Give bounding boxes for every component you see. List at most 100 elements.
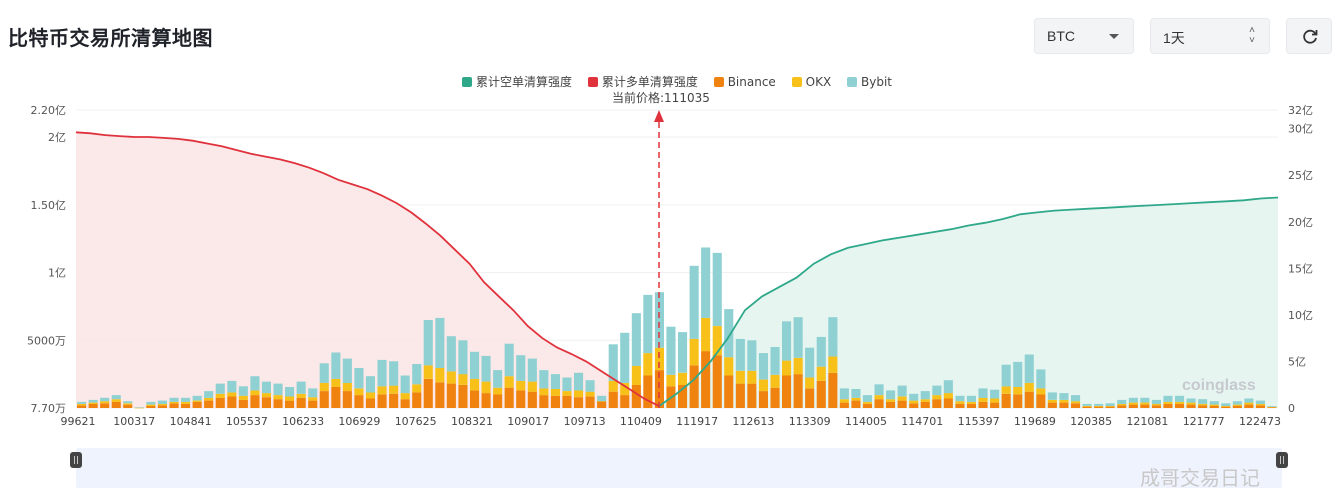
x-axis-tick: 115397 xyxy=(958,415,1000,428)
bar-bybit xyxy=(285,387,295,397)
bar-bybit xyxy=(458,340,468,375)
left-axis-tick: 1.50亿 xyxy=(31,199,67,212)
bar-okx xyxy=(365,392,375,399)
bar-binance xyxy=(724,375,734,408)
bar-binance xyxy=(550,395,560,408)
bar-bybit xyxy=(955,395,965,402)
legend-item[interactable]: 累计空单清算强度 xyxy=(462,73,572,90)
bar-bybit xyxy=(932,385,942,396)
legend-item[interactable]: 累计多单清算强度 xyxy=(587,73,698,90)
bar-bybit xyxy=(654,292,664,348)
bar-bybit xyxy=(250,376,260,391)
bar-okx xyxy=(1267,406,1277,408)
bar-okx xyxy=(446,371,456,384)
bar-okx xyxy=(481,381,491,394)
bar-bybit xyxy=(550,374,560,389)
bar-bybit xyxy=(1175,395,1185,402)
slider-left-handle[interactable]: || xyxy=(70,452,82,468)
bar-bybit xyxy=(88,399,98,403)
legend-label: 累计多单清算强度 xyxy=(601,75,698,89)
bar-bybit xyxy=(1140,397,1150,403)
bar-binance xyxy=(758,391,768,408)
bar-okx xyxy=(331,378,341,387)
left-axis-tick: 2亿 xyxy=(48,131,66,144)
legend-item[interactable]: Binance xyxy=(713,75,776,89)
right-axis-tick: 5亿 xyxy=(1288,355,1306,368)
bar-binance xyxy=(527,391,537,408)
bar-binance xyxy=(608,391,618,408)
bar-okx xyxy=(839,399,849,403)
bar-okx xyxy=(77,403,87,406)
bar-binance xyxy=(389,393,399,408)
bar-bybit xyxy=(435,317,445,368)
x-axis-tick: 107625 xyxy=(395,415,437,428)
bar-okx xyxy=(1128,402,1138,405)
left-axis-tick: 2.20亿 xyxy=(31,104,67,117)
legend-item[interactable]: Bybit xyxy=(847,75,892,89)
bar-okx xyxy=(527,381,537,392)
bar-bybit xyxy=(943,380,953,394)
legend-item[interactable]: OKX xyxy=(791,75,831,89)
x-axis-tick: 104841 xyxy=(170,415,212,428)
bar-binance xyxy=(562,395,572,408)
bar-bybit xyxy=(678,332,688,373)
bar-okx xyxy=(689,338,699,366)
bar-binance xyxy=(874,399,884,408)
bar-okx xyxy=(285,396,295,401)
bar-okx xyxy=(319,382,329,391)
bar-bybit xyxy=(111,395,121,400)
refresh-button[interactable] xyxy=(1286,18,1332,54)
bar-okx xyxy=(123,403,133,405)
bar-okx xyxy=(100,401,110,404)
bar-binance xyxy=(365,398,375,408)
bar-bybit xyxy=(839,388,849,400)
x-axis-tick: 114005 xyxy=(845,415,887,428)
bar-binance xyxy=(909,403,919,408)
bar-binance xyxy=(886,401,896,408)
bar-binance xyxy=(678,385,688,408)
bar-okx xyxy=(1047,399,1057,403)
bar-binance xyxy=(169,403,179,408)
bar-binance xyxy=(747,383,757,408)
bar-bybit xyxy=(1232,401,1242,405)
bar-bybit xyxy=(400,375,410,394)
bar-binance xyxy=(1071,403,1081,408)
bar-okx xyxy=(886,399,896,402)
bar-okx xyxy=(585,391,595,397)
legend-swatch xyxy=(587,77,598,87)
bar-binance xyxy=(77,405,87,408)
x-axis-tick: 113309 xyxy=(789,415,831,428)
bar-binance xyxy=(227,396,237,408)
bar-binance xyxy=(1221,406,1231,408)
bar-okx xyxy=(204,397,214,401)
bar-binance xyxy=(1186,404,1196,408)
slider-right-handle[interactable]: || xyxy=(1276,452,1288,468)
bar-binance xyxy=(1036,394,1046,408)
bar-okx xyxy=(134,407,144,409)
bar-binance xyxy=(897,400,907,408)
bar-okx xyxy=(88,402,98,404)
x-axis-tick: 108321 xyxy=(451,415,493,428)
bar-okx xyxy=(412,384,422,393)
bar-binance xyxy=(816,380,826,408)
bar-bybit xyxy=(1198,399,1208,404)
bar-okx xyxy=(562,391,572,396)
bar-bybit xyxy=(493,370,503,388)
bar-bybit xyxy=(597,395,607,402)
bar-binance xyxy=(943,398,953,408)
bar-okx xyxy=(400,393,410,400)
bar-binance xyxy=(458,385,468,408)
range-select[interactable]: 1天 ˄ ˅ xyxy=(1150,18,1270,54)
bar-bybit xyxy=(1209,401,1219,405)
bar-binance xyxy=(481,393,491,408)
bar-okx xyxy=(435,368,445,383)
coin-select[interactable]: BTC xyxy=(1034,18,1134,54)
x-axis-tick: 120385 xyxy=(1070,415,1112,428)
legend-label: Bybit xyxy=(861,75,893,89)
range-slider[interactable] xyxy=(76,448,1282,488)
bar-okx xyxy=(955,401,965,404)
bar-okx xyxy=(1024,382,1034,392)
x-axis-tick: 119689 xyxy=(1014,415,1056,428)
long-cum-line xyxy=(75,131,660,407)
bar-bybit xyxy=(516,355,526,381)
